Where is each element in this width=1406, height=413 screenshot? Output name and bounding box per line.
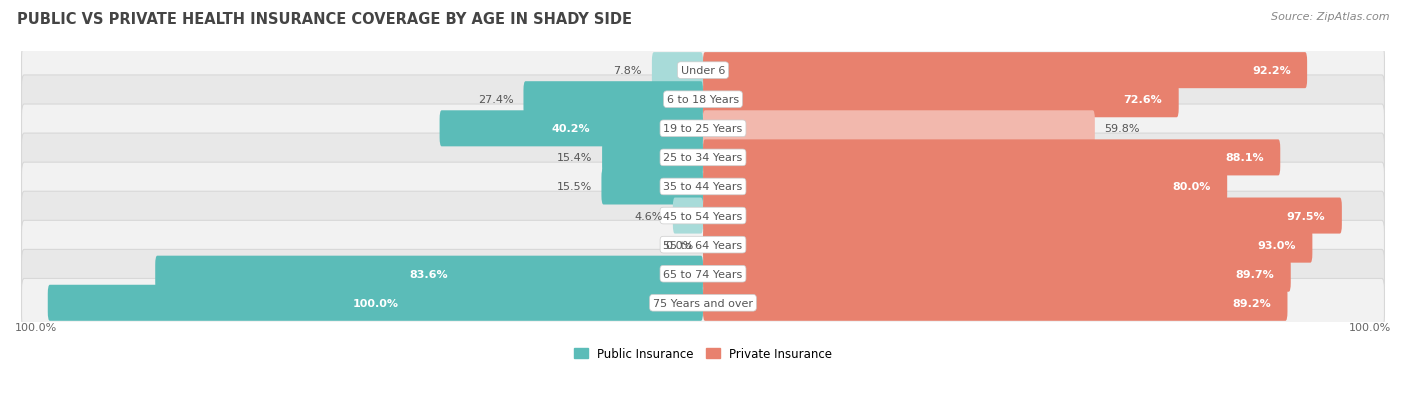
FancyBboxPatch shape: [703, 111, 1095, 147]
Text: 27.4%: 27.4%: [478, 95, 513, 105]
FancyBboxPatch shape: [21, 192, 1385, 240]
Text: 4.6%: 4.6%: [634, 211, 664, 221]
Text: 89.2%: 89.2%: [1232, 298, 1271, 308]
Text: 25 to 34 Years: 25 to 34 Years: [664, 153, 742, 163]
FancyBboxPatch shape: [523, 82, 703, 118]
Text: 0.0%: 0.0%: [665, 240, 693, 250]
Text: 100.0%: 100.0%: [353, 298, 398, 308]
FancyBboxPatch shape: [48, 285, 703, 321]
FancyBboxPatch shape: [21, 105, 1385, 153]
FancyBboxPatch shape: [602, 140, 703, 176]
FancyBboxPatch shape: [703, 82, 1178, 118]
FancyBboxPatch shape: [652, 53, 703, 89]
FancyBboxPatch shape: [440, 111, 703, 147]
Text: 40.2%: 40.2%: [553, 124, 591, 134]
Text: 83.6%: 83.6%: [409, 269, 449, 279]
FancyBboxPatch shape: [703, 140, 1281, 176]
FancyBboxPatch shape: [703, 198, 1341, 234]
FancyBboxPatch shape: [673, 198, 703, 234]
FancyBboxPatch shape: [703, 256, 1291, 292]
FancyBboxPatch shape: [703, 53, 1308, 89]
FancyBboxPatch shape: [21, 76, 1385, 124]
FancyBboxPatch shape: [21, 221, 1385, 269]
Text: 59.8%: 59.8%: [1105, 124, 1140, 134]
Text: 80.0%: 80.0%: [1173, 182, 1211, 192]
Text: 100.0%: 100.0%: [15, 322, 58, 332]
Text: 55 to 64 Years: 55 to 64 Years: [664, 240, 742, 250]
Text: 7.8%: 7.8%: [613, 66, 643, 76]
Text: 88.1%: 88.1%: [1225, 153, 1264, 163]
Text: 65 to 74 Years: 65 to 74 Years: [664, 269, 742, 279]
FancyBboxPatch shape: [703, 169, 1227, 205]
Text: Source: ZipAtlas.com: Source: ZipAtlas.com: [1271, 12, 1389, 22]
FancyBboxPatch shape: [21, 47, 1385, 95]
FancyBboxPatch shape: [21, 279, 1385, 327]
Text: 93.0%: 93.0%: [1257, 240, 1296, 250]
FancyBboxPatch shape: [21, 250, 1385, 298]
Text: 89.7%: 89.7%: [1236, 269, 1274, 279]
Text: 15.4%: 15.4%: [557, 153, 592, 163]
Text: 97.5%: 97.5%: [1286, 211, 1326, 221]
FancyBboxPatch shape: [703, 227, 1312, 263]
Text: 6 to 18 Years: 6 to 18 Years: [666, 95, 740, 105]
Text: 92.2%: 92.2%: [1251, 66, 1291, 76]
FancyBboxPatch shape: [21, 163, 1385, 211]
FancyBboxPatch shape: [602, 169, 703, 205]
Text: Under 6: Under 6: [681, 66, 725, 76]
Text: 15.5%: 15.5%: [557, 182, 592, 192]
Text: 19 to 25 Years: 19 to 25 Years: [664, 124, 742, 134]
Text: 100.0%: 100.0%: [1348, 322, 1391, 332]
Text: 75 Years and over: 75 Years and over: [652, 298, 754, 308]
Legend: Public Insurance, Private Insurance: Public Insurance, Private Insurance: [569, 342, 837, 365]
Text: PUBLIC VS PRIVATE HEALTH INSURANCE COVERAGE BY AGE IN SHADY SIDE: PUBLIC VS PRIVATE HEALTH INSURANCE COVER…: [17, 12, 631, 27]
Text: 35 to 44 Years: 35 to 44 Years: [664, 182, 742, 192]
Text: 45 to 54 Years: 45 to 54 Years: [664, 211, 742, 221]
Text: 72.6%: 72.6%: [1123, 95, 1163, 105]
FancyBboxPatch shape: [21, 134, 1385, 182]
FancyBboxPatch shape: [703, 285, 1288, 321]
FancyBboxPatch shape: [155, 256, 703, 292]
